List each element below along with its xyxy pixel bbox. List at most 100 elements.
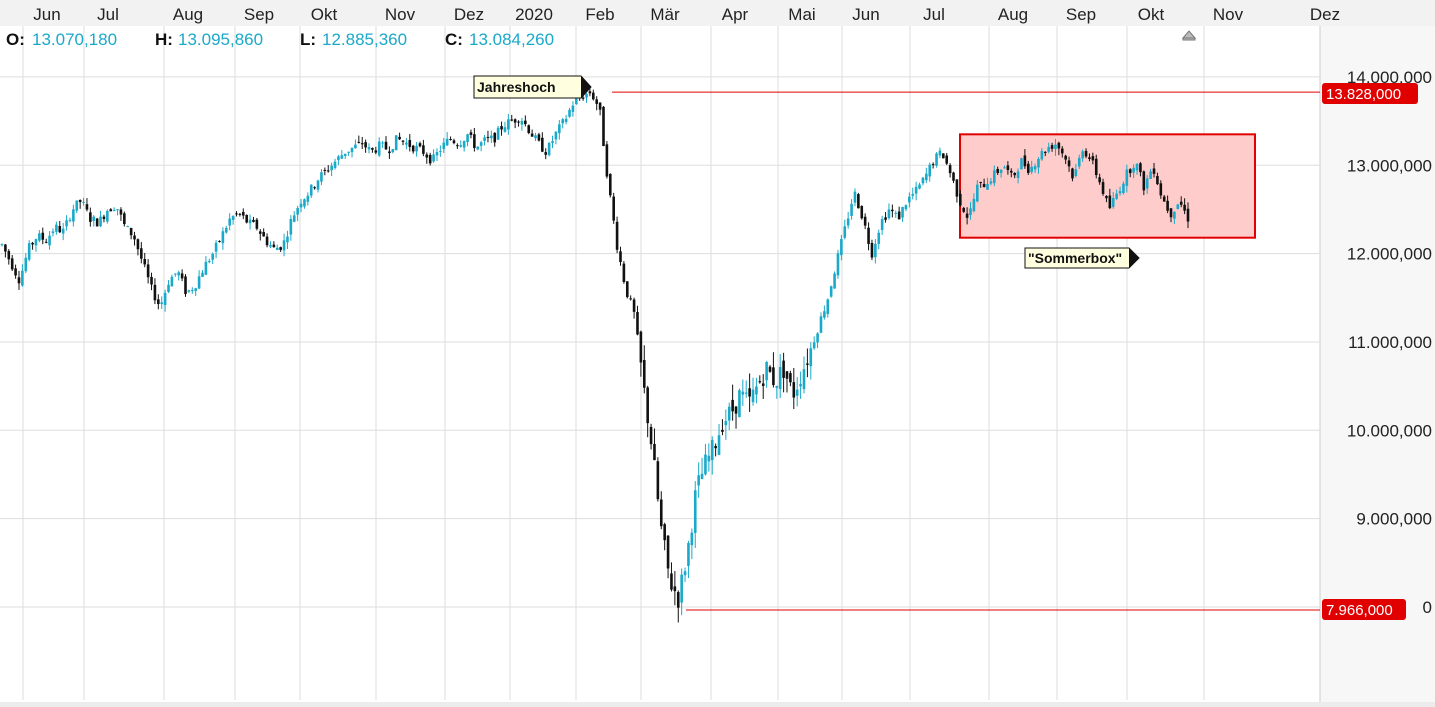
x-tick-label: Nov — [1213, 5, 1244, 24]
candle-body — [829, 286, 833, 297]
candle-body — [955, 179, 959, 197]
candle-body — [452, 140, 456, 144]
low-price-tag: 7.966,000 — [1322, 599, 1406, 620]
candle-body — [860, 206, 864, 219]
jahreshoch-annotation[interactable]: Jahreshoch — [473, 75, 592, 99]
candle-body — [744, 392, 748, 394]
candle-body — [598, 102, 602, 110]
candle-body — [1050, 145, 1054, 149]
candle-body — [571, 105, 575, 112]
candle-body — [992, 170, 996, 184]
candle-body — [857, 194, 860, 209]
y-tick-label: 10.000,000 — [1347, 421, 1432, 440]
candle-body — [673, 586, 677, 592]
candle-body — [823, 311, 826, 318]
candle-body — [1159, 183, 1163, 196]
candle-body — [1176, 204, 1180, 209]
candle-body — [428, 154, 432, 164]
sommerbox-annotation[interactable]: "Sommerbox" — [1024, 247, 1140, 269]
candle-body — [1132, 167, 1135, 173]
sommerbox-rectangle[interactable] — [959, 133, 1256, 239]
candle-body — [918, 184, 921, 189]
candle-body — [605, 144, 609, 177]
candle-body — [133, 235, 136, 240]
candle-body — [1101, 182, 1105, 194]
candle-body — [129, 227, 133, 236]
candle-body — [874, 243, 877, 258]
candle-body — [214, 242, 218, 252]
candle-body — [863, 216, 867, 226]
candle-body — [367, 147, 371, 150]
candle-body — [374, 150, 378, 153]
candle-body — [303, 199, 306, 207]
candle-body — [928, 164, 932, 177]
close-value: 13.084,260 — [469, 30, 554, 49]
y-axis-labels: 9.000,000 10.000,000 11.000,000 12.000,000 1… — [1347, 68, 1432, 617]
candle-body — [442, 142, 446, 149]
candle-body — [126, 226, 130, 228]
candle-body — [972, 198, 976, 212]
candle-body — [510, 119, 514, 121]
candle-body — [697, 475, 700, 486]
candle-body — [34, 239, 38, 246]
candle-body — [343, 153, 347, 156]
candle-body — [1122, 183, 1125, 194]
candle-body — [204, 261, 208, 275]
candle-body — [1077, 157, 1081, 167]
candle-body — [252, 219, 255, 222]
candle-body — [153, 284, 157, 301]
candle-body — [1139, 163, 1142, 173]
candle-body — [432, 154, 435, 162]
candle-body — [0, 244, 4, 246]
candle-body — [877, 232, 881, 244]
y-tick-label: 9.000,000 — [1356, 510, 1432, 529]
scroll-marker-icon[interactable] — [1181, 30, 1197, 41]
candle-body — [309, 184, 313, 196]
candle-body — [1016, 171, 1020, 179]
high-value: 13.095,860 — [178, 30, 263, 49]
candle-body — [853, 191, 857, 203]
candle-body — [221, 231, 225, 244]
candle-body — [969, 208, 972, 216]
candle-body — [942, 153, 945, 159]
low-label: L: — [300, 30, 316, 49]
candle-body — [653, 443, 656, 461]
candle-body — [262, 231, 265, 237]
candle-body — [507, 119, 510, 130]
candle-body — [388, 151, 391, 154]
candle-body — [68, 219, 72, 221]
candle-body — [459, 145, 463, 147]
candle-body — [377, 141, 381, 156]
candle-body — [676, 592, 680, 608]
candle-body — [901, 207, 904, 218]
candle-body — [748, 388, 751, 397]
candle-body — [422, 145, 425, 154]
candle-body — [493, 132, 497, 143]
candle-body — [982, 183, 986, 188]
candle-body — [816, 333, 819, 343]
low-price-tag-text: 7.966,000 — [1326, 602, 1393, 619]
candle-body — [1142, 171, 1146, 191]
candle-body — [394, 135, 398, 151]
candle-body — [547, 142, 551, 156]
candle-body — [785, 371, 789, 379]
candle-body — [999, 169, 1003, 174]
candle-body — [1074, 169, 1078, 177]
candle-body — [357, 141, 361, 143]
candle-body — [585, 93, 588, 98]
candle-body — [704, 454, 707, 475]
candle-body — [965, 213, 969, 218]
candle-body — [758, 381, 762, 383]
candle-body — [690, 532, 694, 546]
candle-body — [802, 369, 806, 390]
candle-body — [10, 258, 14, 270]
candle-body — [513, 119, 517, 123]
candle-body — [231, 216, 235, 220]
candle-body — [976, 184, 979, 202]
candle-body — [245, 214, 248, 223]
candle-body — [908, 196, 911, 203]
candle-body — [486, 136, 490, 138]
candle-body — [197, 276, 201, 289]
candle-body — [568, 109, 571, 117]
